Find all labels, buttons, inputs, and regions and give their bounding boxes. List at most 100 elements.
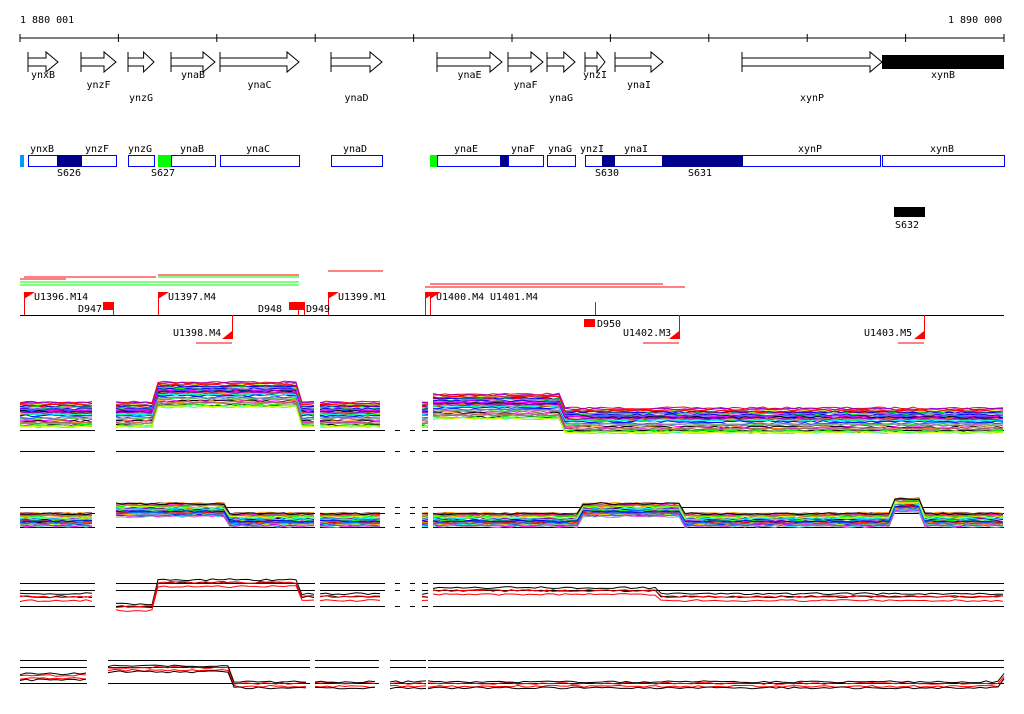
expression-panel <box>19 660 1005 690</box>
segment-box[interactable] <box>128 155 155 167</box>
expression-profile-line <box>432 505 1004 523</box>
segment-S632[interactable] <box>894 207 925 217</box>
ruler-end-label: 1 890 000 <box>948 15 1002 26</box>
expression-profile-line <box>19 411 93 415</box>
upshift-marker[interactable]: U1398.M4 <box>173 315 233 344</box>
segment-gene-label: ynaC <box>246 144 270 155</box>
expression-profile-line <box>115 507 315 521</box>
segment-gene-label: ynzG <box>128 144 152 155</box>
expression-profile-line <box>115 386 315 410</box>
gene-arrow[interactable] <box>546 50 576 74</box>
upshift-marker[interactable]: U1396.M14 <box>24 292 88 315</box>
segment-label: S631 <box>688 168 712 179</box>
gene-ynaE[interactable]: ynaE <box>436 50 503 81</box>
gene-arrow[interactable] <box>436 50 503 74</box>
expression-profile-line <box>319 517 381 520</box>
segment-fill[interactable] <box>57 155 82 167</box>
segment-box[interactable] <box>547 155 576 167</box>
downshift-marker[interactable]: D950 <box>584 302 621 330</box>
segment-fill[interactable] <box>500 155 508 167</box>
segment-box[interactable] <box>171 155 216 167</box>
segment-box[interactable] <box>220 155 300 167</box>
gene-ynzF[interactable]: ynzF <box>80 50 117 91</box>
gene-arrow[interactable] <box>614 50 664 74</box>
gene-arrow[interactable] <box>584 50 606 74</box>
expression-profile-line <box>319 417 381 420</box>
gene-arrow[interactable] <box>80 50 117 74</box>
gene-ynaD[interactable]: ynaD <box>330 50 383 104</box>
upshift-marker[interactable]: U1401.M4 <box>430 292 538 315</box>
gene-arrow[interactable] <box>170 50 216 74</box>
downshift-marker[interactable]: D949 <box>291 302 330 315</box>
segment-track: ynxB ynzF ynzG ynaB ynaC ynaD ynaE ynaF ynaG ynzI… <box>20 144 1005 231</box>
gene-xynB[interactable]: xynB <box>882 55 1004 81</box>
expression-profile-line <box>115 509 315 523</box>
gene-xynP[interactable]: xynP <box>741 50 883 104</box>
segment-gene-label: ynzF <box>85 144 109 155</box>
expression-profile-line <box>432 403 1004 421</box>
expression-profile-line <box>319 595 381 598</box>
gene-arrow[interactable] <box>882 55 1004 69</box>
gene-ynaI[interactable]: ynaI <box>614 50 664 91</box>
segment-fill[interactable] <box>158 155 171 167</box>
expression-profile-line <box>115 400 315 423</box>
gene-arrow[interactable] <box>330 50 383 74</box>
expression-profile-line <box>432 499 1004 517</box>
upshift-label: U1399.M1 <box>338 292 386 303</box>
gene-ynzI[interactable]: ynzI <box>583 50 607 81</box>
segment-fill[interactable] <box>662 155 743 167</box>
expression-profile-line <box>427 678 1005 690</box>
upshift-marker[interactable]: U1403.M5 <box>864 315 925 344</box>
expression-profile-line <box>19 401 93 405</box>
segment-box[interactable] <box>437 155 501 167</box>
expression-profile-line <box>314 681 376 685</box>
expression-profile-line <box>115 585 315 612</box>
gene-arrow[interactable] <box>507 50 544 74</box>
segment-fill[interactable] <box>20 155 24 167</box>
expression-profile-line <box>107 664 307 684</box>
expression-profile-line <box>19 516 93 519</box>
expression-profile-line <box>115 397 315 421</box>
segment-gene-label: ynzI <box>580 144 604 155</box>
expression-profile-line <box>115 503 315 517</box>
expression-profile-line <box>115 389 315 413</box>
expression-profile-line <box>319 516 381 519</box>
expression-profile-line <box>19 512 93 516</box>
upshift-marker[interactable]: U1397.M4 <box>158 292 216 315</box>
segment-box[interactable] <box>331 155 383 167</box>
expression-profile-line <box>115 581 314 608</box>
expression-profile-line <box>421 592 429 595</box>
expression-profile-line <box>319 592 381 596</box>
segment-box[interactable] <box>508 155 544 167</box>
gene-annotation-track: ynxB ynzF ynzG ynaB ynaC ynaD ynaE ynaF ynaG ynzI… <box>27 50 1004 104</box>
expression-profile-line <box>432 416 1004 434</box>
gene-ynaB[interactable]: ynaB <box>170 50 216 81</box>
expression-profile-line <box>432 586 1004 596</box>
downshift-marker[interactable]: D947 <box>78 302 114 315</box>
gene-ynxB[interactable]: ynxB <box>27 50 59 81</box>
segment-box[interactable] <box>882 155 1005 167</box>
expression-profile-line <box>20 403 93 407</box>
segment-fill[interactable] <box>602 155 615 167</box>
gene-ynaF[interactable]: ynaF <box>507 50 544 91</box>
gene-arrow[interactable] <box>741 50 883 74</box>
upshift-marker[interactable]: U1399.M1 <box>328 292 386 315</box>
gene-ynaC[interactable]: ynaC <box>219 50 300 91</box>
upshift-marker[interactable]: U1402.M3 <box>623 315 680 344</box>
gene-ynaG[interactable]: ynaG <box>546 50 576 104</box>
expression-profile-line <box>432 501 1004 519</box>
expression-profile-line <box>432 413 1004 431</box>
expression-profile-line <box>319 409 381 413</box>
gene-ynzG[interactable]: ynzG <box>127 50 155 104</box>
segment-fill[interactable] <box>430 155 437 167</box>
expression-profile-line <box>432 404 1003 422</box>
segment-gene-label: ynaI <box>624 144 648 155</box>
gene-arrow[interactable] <box>127 50 155 74</box>
gene-arrow[interactable] <box>219 50 300 74</box>
expression-profile-tracks <box>19 380 1005 690</box>
gene-label: ynaD <box>344 93 368 104</box>
expression-profile-line <box>432 593 1004 603</box>
expression-profile-line <box>389 682 427 685</box>
expression-profile-line <box>19 421 93 425</box>
gene-arrow[interactable] <box>27 50 59 74</box>
